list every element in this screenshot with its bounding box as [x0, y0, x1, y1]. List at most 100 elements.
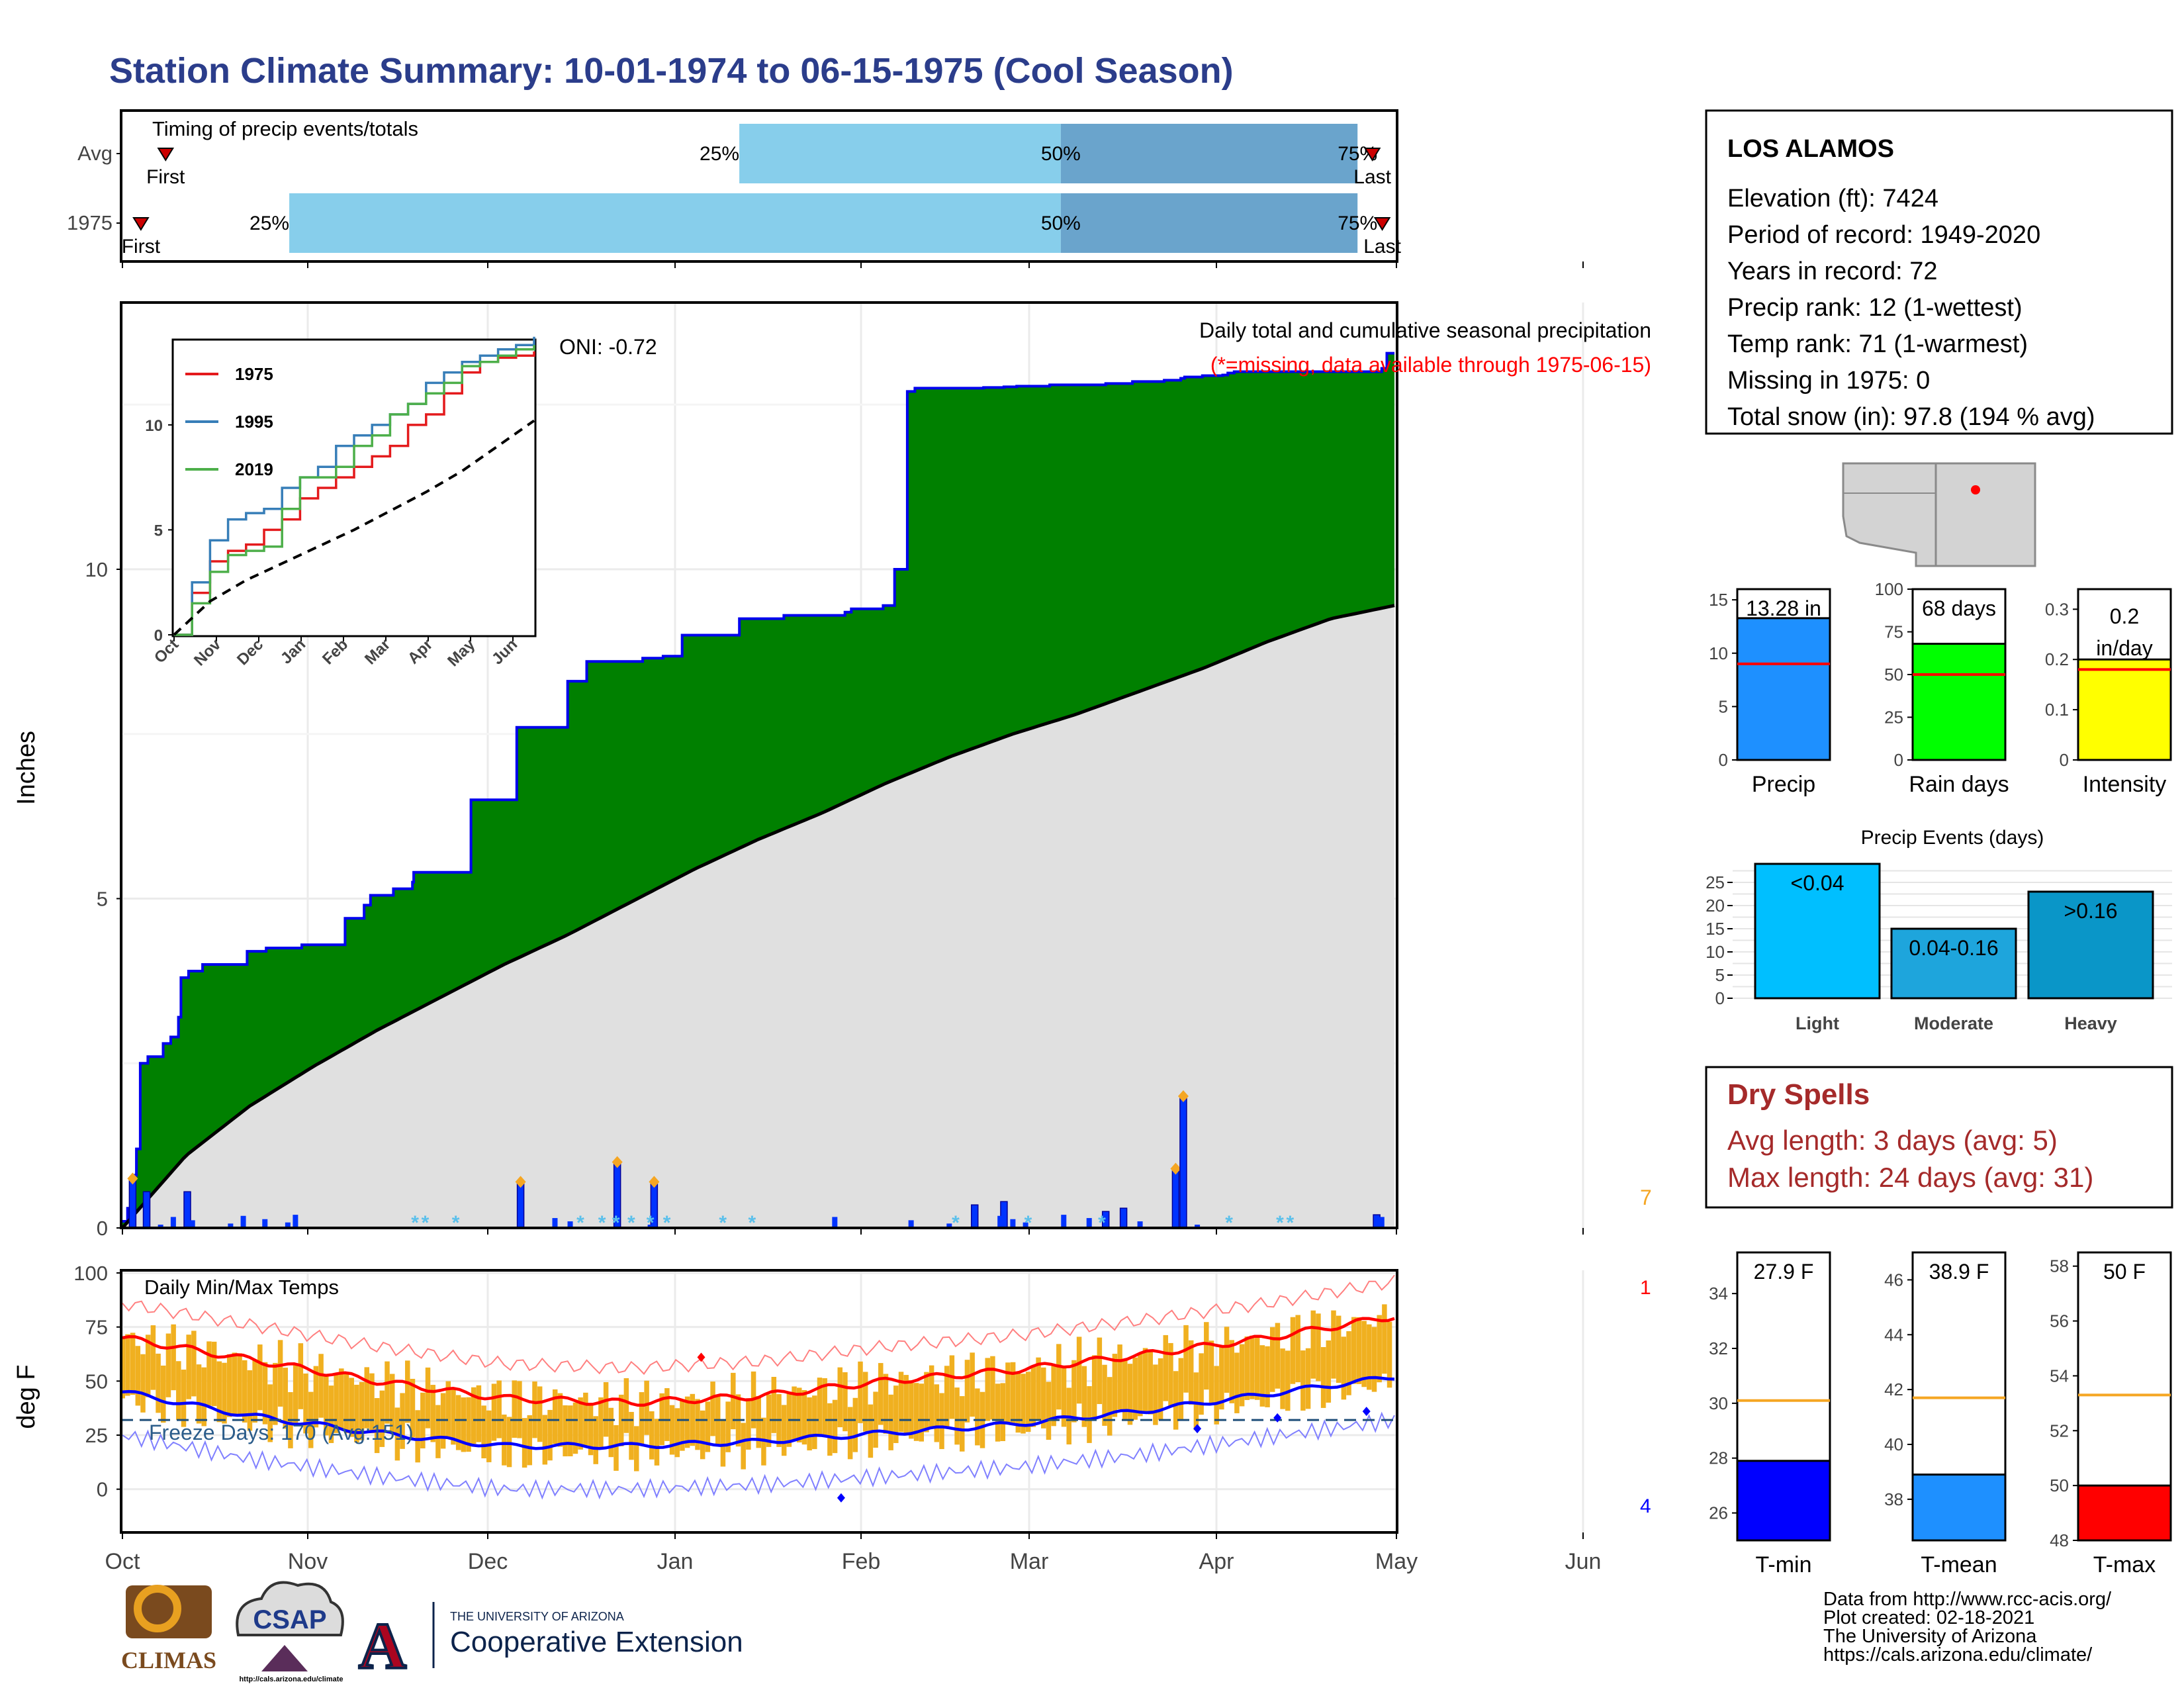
daily-precip-bar: [1171, 1168, 1180, 1229]
daily-temp-range-bar: [140, 1354, 146, 1413]
summary-y-tick-label: 25: [1884, 708, 1903, 727]
daily-temp-range-bar: [720, 1419, 726, 1467]
record-marker-icon: [1273, 1413, 1282, 1423]
daily-temp-range-bar: [771, 1377, 777, 1433]
daily-precip-bar: [1379, 1217, 1385, 1228]
daily-temp-range-bar: [277, 1340, 283, 1407]
daily-temp-range-bar: [1305, 1348, 1311, 1409]
daily-temp-range-bar: [506, 1417, 512, 1468]
daily-temp-range-bar: [400, 1393, 405, 1449]
timing-first-label: First: [122, 236, 161, 258]
daily-precip-bar: [946, 1223, 952, 1228]
events-category-label: Light: [1796, 1013, 1839, 1033]
daily-temp-range-bar: [608, 1407, 614, 1458]
daily-temp-range-bar: [267, 1384, 273, 1442]
temp-category-label: T-min: [1756, 1552, 1812, 1577]
inset-x-tick-label: Jun: [488, 635, 521, 668]
inset-x-tick-label: Dec: [234, 635, 267, 669]
timing-panel: Timing of precip events/totals Avg 25% 50%…: [67, 109, 1402, 263]
climas-logo: CLIMAS: [121, 1585, 216, 1673]
snow-marker-icon: *: [1287, 1212, 1295, 1234]
temp-y-tick-label: 46: [1884, 1270, 1903, 1289]
dry-spells-box: Dry Spells Avg length: 3 days (avg: 5) M…: [1705, 1066, 2173, 1209]
daily-temp-range-bar: [614, 1425, 619, 1471]
daily-temp-range-bar: [389, 1374, 395, 1434]
timing-bar-q50-q75: [1060, 124, 1358, 183]
daily-temp-range-bar: [781, 1405, 787, 1456]
timing-q25-label: 25%: [700, 143, 739, 165]
csap-logo: CSAP http://cals.arizona.edu/climate: [236, 1581, 344, 1683]
daily-temp-range-bar: [664, 1388, 670, 1441]
snow-marker-icon: *: [719, 1212, 727, 1234]
events-y-tick-label: 20: [1706, 896, 1725, 915]
daily-temp-range-bar: [502, 1414, 507, 1466]
daily-temp-range-bar: [568, 1405, 573, 1456]
events-y-tick-label: 10: [1706, 942, 1725, 962]
daily-temp-range-bar: [1132, 1357, 1138, 1420]
snow-marker-icon: *: [627, 1212, 635, 1234]
daily-temp-range-bar: [237, 1353, 242, 1417]
timing-heading: Timing of precip events/totals: [152, 117, 418, 140]
daily-temp-range-bar: [191, 1331, 197, 1397]
temp-y-tick-label: 40: [1884, 1434, 1903, 1454]
x-tick-label: Mar: [1010, 1549, 1049, 1574]
daily-temp-range-bar: [461, 1397, 467, 1452]
daily-temp-range-bar: [186, 1335, 191, 1399]
events-y-tick-label: 15: [1706, 919, 1725, 939]
daily-temp-range-bar: [649, 1411, 655, 1460]
daily-temp-range-bar: [944, 1366, 950, 1428]
timing-q75-label: 75%: [1338, 212, 1377, 234]
daily-temp-range-bar: [120, 1338, 125, 1399]
summary-y-tick-label: 10: [1709, 643, 1728, 663]
temp-y-tick-label: 26: [1709, 1503, 1728, 1523]
daily-temp-range-bar: [842, 1372, 848, 1432]
record-low-line: [122, 1411, 1395, 1500]
inset-y-tick-label: 5: [154, 522, 163, 539]
daily-temp-range-bar: [1351, 1317, 1357, 1384]
record-high-line: [122, 1274, 1395, 1376]
summary-bar: [1736, 617, 1831, 761]
daily-temp-range-bar: [176, 1361, 181, 1420]
inset-series-line: [174, 336, 535, 636]
daily-temp-range-bar: [1193, 1372, 1199, 1430]
daily-temp-range-bar: [644, 1380, 649, 1435]
daily-temp-range-bar: [633, 1426, 639, 1472]
daily-temp-range-bar: [909, 1380, 914, 1439]
daily-temp-range-bar: [1326, 1340, 1332, 1403]
daily-temp-range-bar: [359, 1382, 365, 1440]
record-low-count: 4: [1640, 1495, 1651, 1517]
daily-temp-range-bar: [964, 1360, 970, 1423]
daily-temp-range-bar: [1208, 1340, 1214, 1405]
daily-precip-bar: [1195, 1225, 1201, 1228]
daily-temp-range-bar: [1234, 1352, 1240, 1413]
daily-precip-bar: [1137, 1221, 1143, 1228]
daily-temp-range-bar: [934, 1384, 940, 1442]
events-bar: [1890, 927, 2017, 1000]
daily-precip-bar: [516, 1181, 525, 1229]
temp-panel: Daily Min/Max Temps Freeze Days: 170 (Av…: [13, 1228, 1651, 1574]
record-high-count: 1: [1640, 1277, 1651, 1299]
freeze-days-label: Freeze Days: 170 (Avg:151): [149, 1421, 414, 1444]
x-tick-label: Oct: [105, 1549, 140, 1574]
timing-row-label: 1975: [67, 211, 113, 234]
daily-temp-range-bar: [792, 1386, 797, 1442]
daily-temp-range-bar: [1285, 1350, 1291, 1411]
summary-y-tick-label: 0.1: [2045, 700, 2069, 720]
summary-y-tick-label: 0: [2060, 750, 2069, 770]
station-line: Total snow (in): 97.8 (194 % avg): [1727, 403, 2095, 431]
daily-temp-range-bar: [161, 1365, 166, 1423]
record-marker-icon: [837, 1493, 845, 1503]
extreme-precip-marker-icon: [127, 1172, 138, 1185]
daily-temp-range-bar: [639, 1392, 645, 1444]
daily-temp-range-bar: [318, 1354, 324, 1418]
extreme-precip-marker-icon: [1170, 1162, 1181, 1175]
daily-temp-range-bar: [990, 1356, 995, 1420]
daily-temp-range-bar: [1030, 1365, 1036, 1427]
daily-temp-range-bar: [324, 1376, 329, 1436]
daily-temp-range-bar: [1250, 1335, 1255, 1399]
daily-temp-range-bar: [156, 1353, 161, 1413]
daily-temp-range-bar: [491, 1383, 497, 1441]
events-value-label: 0.04-0.16: [1909, 936, 1998, 960]
daily-temp-range-bar: [1097, 1337, 1103, 1405]
daily-precip-bar: [183, 1191, 191, 1229]
